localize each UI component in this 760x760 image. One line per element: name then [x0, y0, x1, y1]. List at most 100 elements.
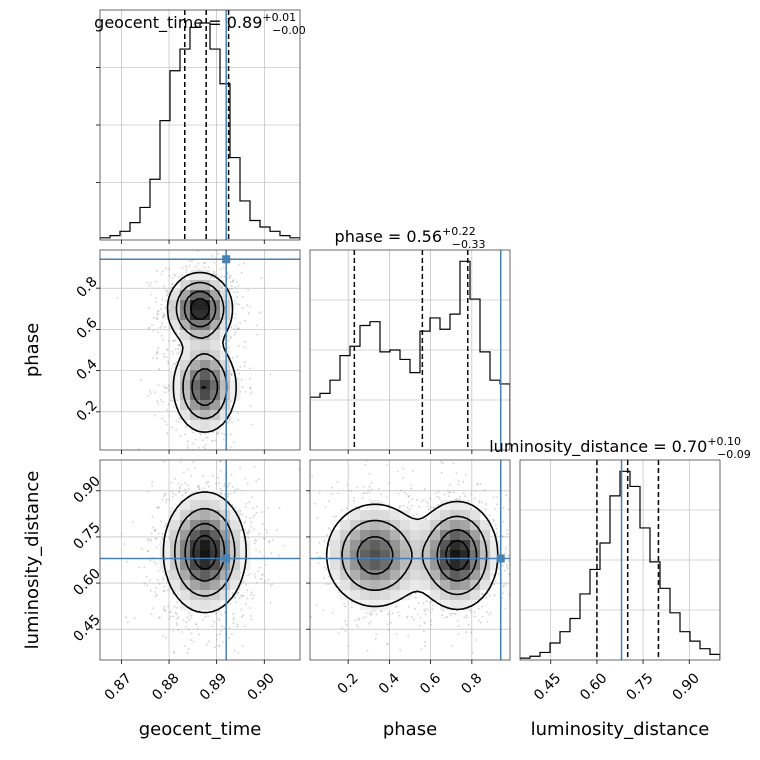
- y-axis-label-luminosity_distance: luminosity_distance: [22, 471, 43, 650]
- sample-point: [211, 439, 214, 442]
- sample-point: [187, 628, 190, 631]
- y-tick-label: 0.6: [74, 315, 101, 342]
- sample-point: [218, 460, 221, 463]
- sample-point: [223, 482, 226, 485]
- sample-point: [407, 635, 410, 638]
- sample-point: [156, 506, 159, 509]
- sample-point: [173, 606, 176, 608]
- sample-point: [458, 496, 461, 498]
- sample-point: [350, 606, 353, 609]
- sample-point: [156, 318, 158, 321]
- sample-point: [217, 433, 219, 436]
- sample-point: [295, 633, 297, 635]
- density-cell: [220, 520, 231, 531]
- sample-point: [241, 594, 244, 597]
- sample-point: [155, 546, 158, 549]
- density-cell: [190, 290, 201, 301]
- density-cell: [200, 510, 211, 521]
- sample-point: [253, 514, 256, 517]
- sample-point: [236, 355, 238, 358]
- density-cell: [190, 310, 201, 321]
- density-cell: [180, 290, 191, 301]
- sample-point: [258, 661, 260, 663]
- density-cell: [170, 300, 181, 311]
- density-cell: [390, 580, 401, 591]
- density-cell: [180, 590, 191, 601]
- sample-point: [207, 640, 210, 643]
- density-cell: [210, 290, 221, 301]
- density-cell: [180, 350, 191, 361]
- sample-point: [150, 532, 153, 535]
- sample-point: [425, 518, 427, 520]
- sample-point: [397, 611, 400, 614]
- sample-point: [492, 496, 495, 499]
- sample-point: [386, 623, 389, 626]
- density-cell: [190, 550, 201, 561]
- sample-point: [188, 612, 191, 614]
- sample-point: [219, 268, 222, 271]
- density-cell: [360, 540, 371, 551]
- sample-point: [174, 275, 177, 277]
- sample-point: [219, 644, 222, 647]
- sample-point: [484, 508, 487, 511]
- sample-point: [344, 630, 347, 632]
- density-cell: [190, 590, 201, 601]
- sample-point: [505, 583, 507, 586]
- sample-point: [250, 615, 252, 617]
- sample-point: [147, 550, 150, 553]
- sample-point: [221, 287, 224, 290]
- sample-point: [172, 340, 175, 342]
- sample-point: [263, 555, 265, 558]
- sample-point: [454, 498, 457, 501]
- sample-point: [220, 460, 223, 463]
- sample-point: [425, 500, 428, 503]
- density-cell: [210, 350, 221, 361]
- sample-point: [507, 554, 510, 557]
- sample-point: [362, 492, 364, 495]
- sample-point: [245, 603, 247, 605]
- sample-point: [446, 490, 449, 492]
- density-cell: [370, 600, 381, 611]
- sample-point: [399, 489, 402, 492]
- sample-point: [162, 456, 164, 458]
- density-cell: [420, 520, 431, 531]
- sample-point: [199, 432, 201, 434]
- density-cell: [460, 590, 471, 601]
- sample-point: [187, 447, 190, 449]
- sample-point: [220, 493, 223, 496]
- density-cell: [350, 520, 361, 531]
- sample-point: [150, 282, 152, 284]
- sample-point: [357, 626, 360, 629]
- sample-point: [345, 453, 347, 455]
- sample-point: [504, 607, 507, 610]
- sample-point: [328, 500, 331, 503]
- sample-point: [365, 611, 368, 614]
- sample-point: [185, 626, 188, 629]
- sample-point: [328, 527, 330, 529]
- sample-point: [230, 446, 232, 448]
- sample-point: [155, 587, 157, 589]
- density-cell: [400, 570, 411, 581]
- sample-point: [165, 501, 168, 504]
- sample-point: [534, 542, 536, 544]
- density-cell: [400, 540, 411, 551]
- density-cell: [440, 520, 451, 531]
- sample-point: [246, 533, 249, 535]
- density-cell: [170, 560, 181, 571]
- sample-point: [337, 492, 340, 495]
- sample-point: [314, 502, 317, 505]
- contour-lines: [166, 271, 237, 433]
- density-cell: [180, 320, 191, 331]
- sample-point: [416, 498, 418, 501]
- sample-point: [259, 551, 261, 553]
- density-cell: [330, 570, 341, 581]
- sample-point: [385, 496, 388, 498]
- density-cell: [390, 520, 401, 531]
- sample-point: [211, 440, 214, 442]
- sample-point: [374, 638, 377, 640]
- sample-point: [120, 533, 123, 536]
- sample-point: [161, 498, 164, 501]
- sample-point: [235, 601, 238, 603]
- sample-point: [153, 560, 156, 563]
- sample-point: [269, 584, 272, 587]
